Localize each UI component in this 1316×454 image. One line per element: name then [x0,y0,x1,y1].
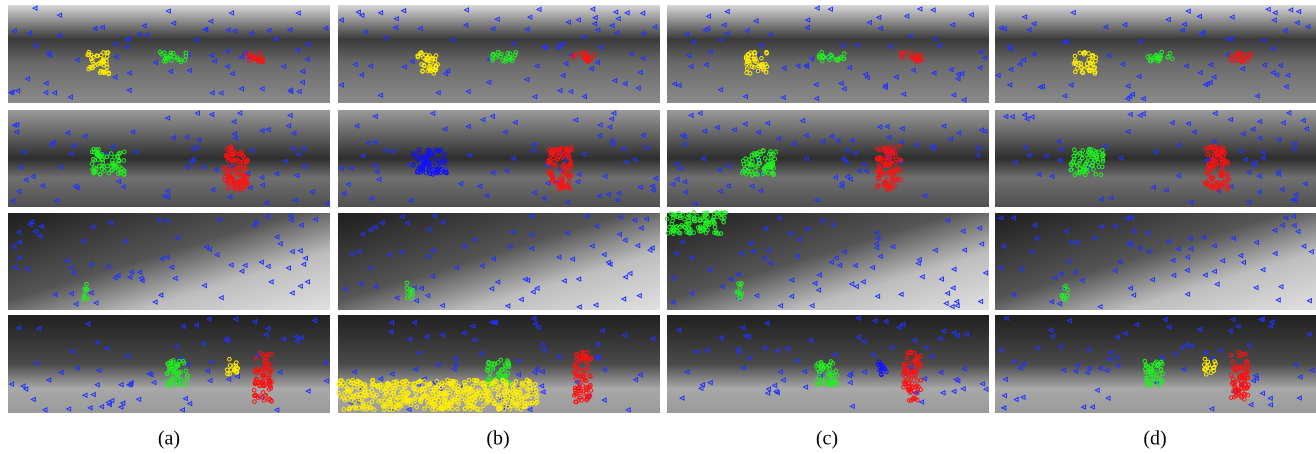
image-panel [665,211,989,310]
photo [338,213,660,310]
image-panel [667,315,989,413]
photo [667,110,989,207]
image-panel [995,110,1316,207]
image-panel [667,110,989,207]
caption: (d) [1143,428,1166,450]
caption: (a) [158,428,180,450]
photo [667,5,989,103]
image-panel [995,213,1316,310]
photo [995,213,1316,310]
image-panel [337,315,660,413]
photo [667,213,989,310]
image-panel [8,5,330,103]
image-panel [995,315,1316,413]
image-panel [8,213,330,310]
caption: (b) [486,428,509,450]
figure: (a) (b) (c) (d) [0,0,1316,454]
image-grid [8,5,1316,413]
image-panel [667,5,989,103]
photo [995,110,1316,207]
image-panel [8,315,330,413]
image-panel [8,110,330,207]
photo [8,213,330,310]
caption: (c) [816,428,838,450]
image-panel [995,5,1316,103]
image-panel [338,5,660,103]
image-panel [338,213,660,310]
image-panel [338,110,660,207]
